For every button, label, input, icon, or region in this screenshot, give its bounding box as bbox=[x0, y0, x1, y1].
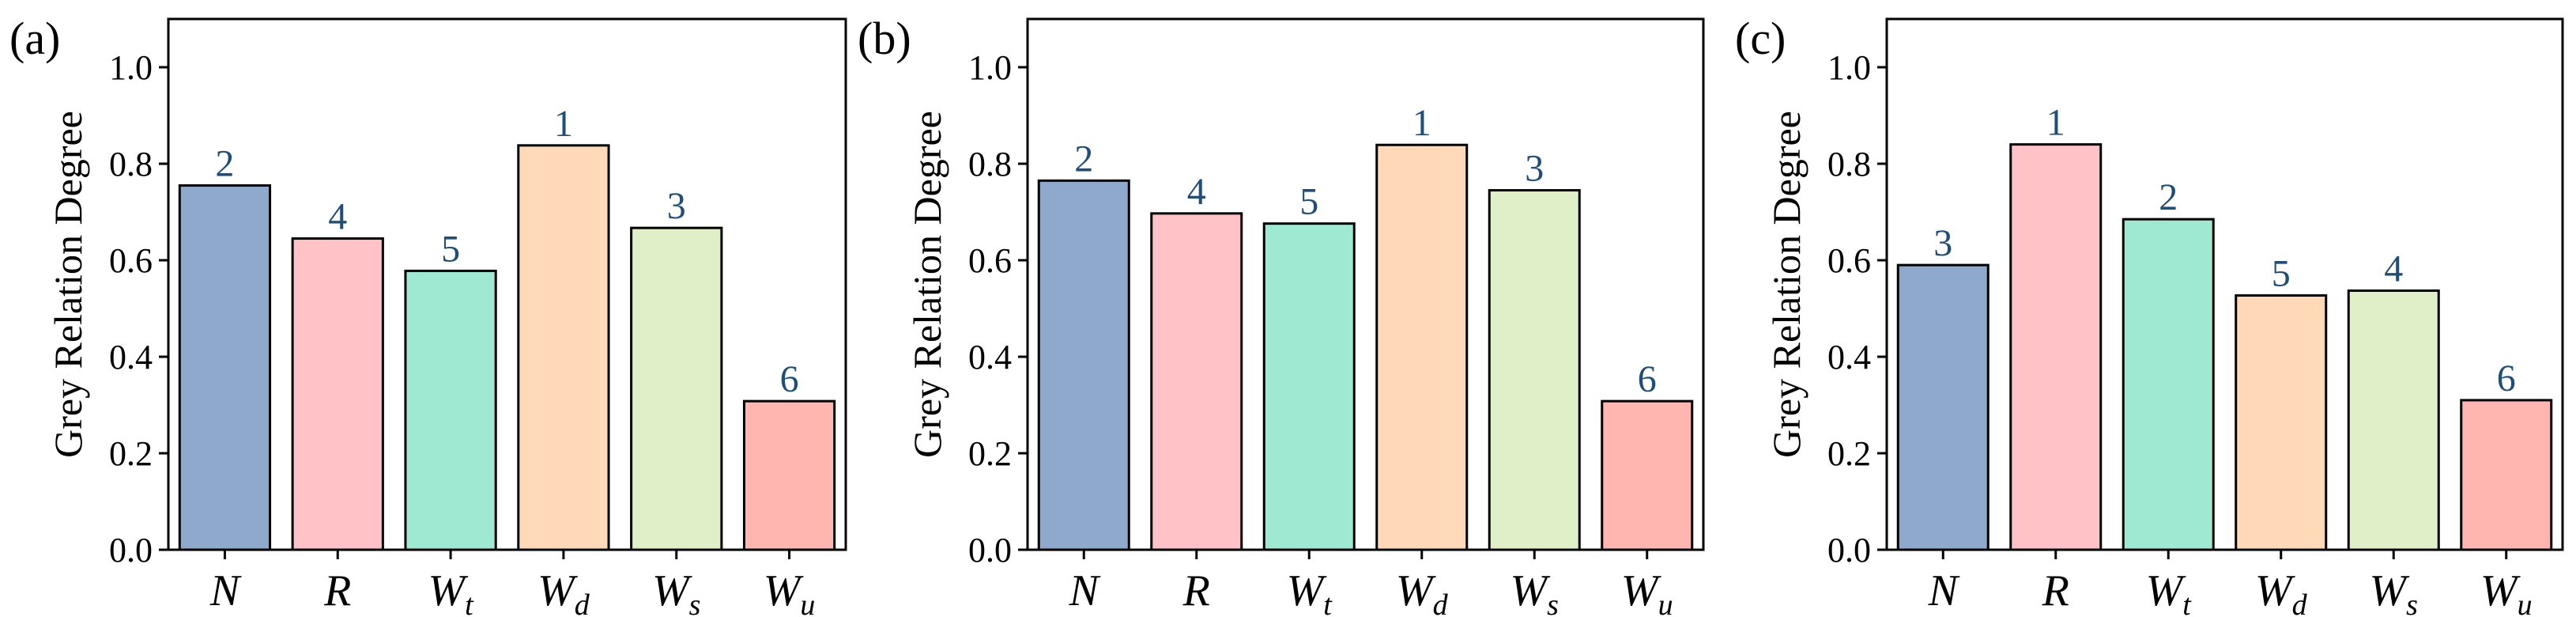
bar-rank-label: 5 bbox=[2272, 253, 2291, 295]
plot-frame bbox=[167, 17, 847, 551]
x-tick-label: R bbox=[323, 566, 351, 615]
bar bbox=[1896, 263, 1990, 551]
bar bbox=[1262, 222, 1356, 551]
x-tick-label: N bbox=[1069, 566, 1101, 615]
bar-rank-label: 4 bbox=[2384, 248, 2403, 290]
y-tick-label: 0.2 bbox=[109, 434, 153, 473]
bar bbox=[517, 144, 610, 551]
y-axis-label: Grey Relation Degree bbox=[905, 111, 949, 458]
x-tick-label: Wu bbox=[2480, 566, 2533, 617]
y-tick-label: 0.2 bbox=[1827, 434, 1871, 473]
y-tick-label: 0.0 bbox=[968, 531, 1012, 570]
x-tick-label: Ws bbox=[652, 566, 700, 617]
bar bbox=[1375, 143, 1469, 551]
y-tick-label: 1.0 bbox=[968, 48, 1012, 87]
bar-rank-label: 4 bbox=[1187, 171, 1206, 213]
y-tick-label: 0.0 bbox=[109, 531, 153, 570]
x-tick-label: R bbox=[1182, 566, 1210, 615]
bar-rank-label: 3 bbox=[1525, 148, 1544, 190]
x-tick-label: Wd bbox=[1396, 566, 1449, 617]
bar-rank-label: 5 bbox=[1299, 181, 1318, 223]
y-tick-label: 0.6 bbox=[968, 241, 1012, 280]
bar-rank-label: 4 bbox=[328, 196, 347, 238]
chart-panel-2: (b) 0.0 0.2 0.4 0.6 0.8 1.0 Grey Relation Degre… bbox=[858, 13, 1705, 617]
y-tick-label: 0.8 bbox=[109, 145, 153, 184]
bar bbox=[178, 184, 272, 551]
bar-rank-label: 1 bbox=[554, 103, 573, 145]
bar-rank-label: 1 bbox=[2046, 102, 2065, 144]
y-tick-label: 0.4 bbox=[968, 338, 1012, 377]
x-tick-label: Ws bbox=[1511, 566, 1559, 617]
y-tick-label: 0.4 bbox=[1827, 338, 1871, 377]
chart-panel-3: (c) 0.0 0.2 0.4 0.6 0.8 1.0 Grey Relation Degre… bbox=[1735, 13, 2564, 617]
y-tick-label: 1.0 bbox=[1827, 48, 1871, 87]
panel-label: (a) bbox=[9, 13, 60, 64]
y-tick-label: 0.8 bbox=[1827, 145, 1871, 184]
x-tick-label: Ws bbox=[2370, 566, 2418, 617]
bar bbox=[1150, 212, 1243, 551]
x-tick-label: Wt bbox=[1287, 566, 1333, 617]
y-tick-label: 0.6 bbox=[1827, 241, 1871, 280]
bar bbox=[2122, 218, 2215, 551]
bar-rank-label: 6 bbox=[780, 358, 799, 400]
y-tick-label: 0.4 bbox=[109, 338, 153, 377]
bar-rank-label: 3 bbox=[1933, 222, 1952, 264]
bar bbox=[1601, 399, 1694, 551]
bar bbox=[2009, 143, 2103, 551]
x-tick-label: Wd bbox=[537, 566, 590, 617]
x-tick-label: Wt bbox=[2146, 566, 2193, 617]
bar bbox=[2347, 289, 2440, 551]
plot-frame bbox=[1026, 17, 1705, 551]
bar-rank-label: 5 bbox=[441, 228, 460, 270]
y-tick-label: 1.0 bbox=[109, 48, 153, 87]
y-axis-label: Grey Relation Degree bbox=[1764, 111, 1808, 458]
bar bbox=[1488, 189, 1581, 551]
bar bbox=[1037, 179, 1130, 551]
bar bbox=[291, 237, 384, 551]
bar-rank-label: 3 bbox=[667, 185, 686, 227]
panel-label: (c) bbox=[1735, 13, 1786, 64]
bar-rank-label: 2 bbox=[2159, 176, 2178, 218]
x-tick-label: N bbox=[1928, 566, 1960, 615]
bar-rank-label: 6 bbox=[2497, 358, 2516, 399]
y-axis-label: Grey Relation Degree bbox=[46, 111, 90, 458]
bar-rank-label: 6 bbox=[1638, 358, 1657, 400]
x-tick-label: Wt bbox=[428, 566, 474, 617]
y-tick-label: 0.6 bbox=[109, 241, 153, 280]
bar bbox=[404, 269, 497, 551]
y-tick-label: 0.0 bbox=[1827, 531, 1871, 570]
bar bbox=[742, 399, 836, 551]
y-tick-label: 0.2 bbox=[968, 434, 1012, 473]
bar bbox=[2235, 294, 2328, 551]
bar-rank-label: 1 bbox=[1412, 102, 1431, 144]
x-tick-label: Wu bbox=[764, 566, 816, 617]
bar-rank-label: 2 bbox=[215, 142, 234, 184]
bar-rank-label: 2 bbox=[1074, 138, 1093, 180]
y-tick-label: 0.8 bbox=[968, 145, 1012, 184]
x-tick-label: R bbox=[2042, 566, 2069, 615]
bar bbox=[630, 226, 723, 551]
x-tick-label: N bbox=[209, 566, 242, 615]
panel-label: (b) bbox=[858, 13, 911, 64]
x-tick-label: Wd bbox=[2255, 566, 2308, 617]
chart-panel-1: (a) 0.0 0.2 0.4 0.6 0.8 1.0 Grey Relation Degre… bbox=[9, 13, 847, 617]
plot-frame bbox=[1885, 17, 2564, 551]
x-tick-label: Wu bbox=[1621, 566, 1673, 617]
bar bbox=[2460, 399, 2553, 551]
